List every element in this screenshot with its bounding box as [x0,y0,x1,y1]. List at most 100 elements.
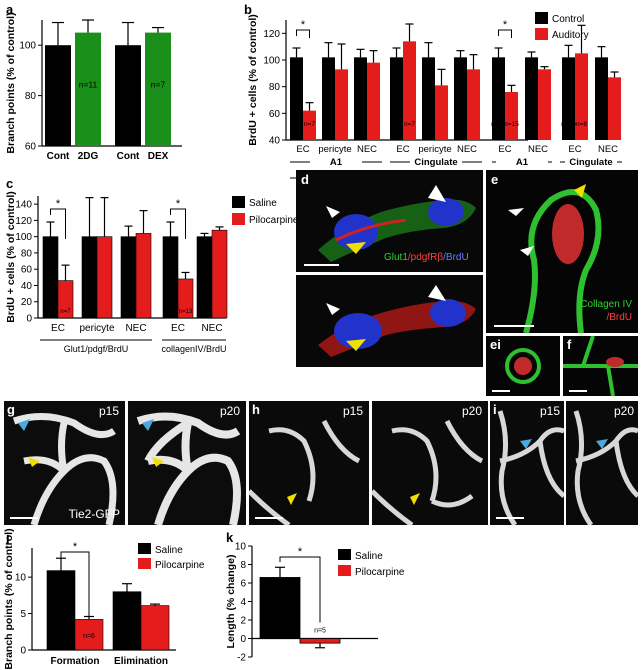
bar-saline [120,236,137,319]
scale-bar [496,517,524,519]
x-tick-label: NEC [598,144,618,155]
significance-star: * [73,541,78,553]
legend-label-pilocarpine: Pilocarpine [155,560,205,571]
y-tick-label: 120 [263,29,280,40]
significance-bracket [60,551,90,618]
y-tick-label: 120 [15,216,32,227]
legend-label-pilocarpine: Pilocarpine [249,215,299,226]
y-tick-label: 10 [235,542,247,553]
legend-swatch-saline [138,543,151,554]
micrograph-e: e Collagen IV /BrdU [486,170,638,333]
y-tick-label: 4 [240,597,246,608]
micrograph-f: f [563,336,638,396]
bar-pilocarpine [74,619,104,651]
n-label: n=7 [60,309,71,315]
scale-bar [10,517,38,519]
panel-letter-f: f [567,337,572,352]
panel-letter-h: h [252,402,260,417]
group-label: collagenIV/BrdU [161,344,226,354]
bar-auditory [303,110,316,140]
legend-swatch-pilocarpine [138,558,151,569]
stain-pdgf: /pdgfRβ [407,252,444,263]
bar-control [322,57,335,141]
n-label: n=7 [45,309,56,315]
stain-collagen: Collagen IV [580,299,632,310]
y-tick-label: 100 [15,232,32,243]
panel-letter-a: a [6,2,14,17]
y-tick-label: 0 [26,314,32,325]
region-label-bg [496,155,548,168]
panel-letter-c: c [6,176,14,191]
y-tick-label: 100 [19,41,36,52]
bar-auditory [403,41,416,141]
legend-swatch-pilocarpine [338,565,351,576]
legend-label-pilocarpine: Pilocarpine [355,567,405,578]
stain-label-e: Collagen IV /BrdU [580,298,632,324]
bar-control [525,57,538,141]
y-axis-label: Length (% change) [225,555,237,649]
micrograph-g1: g p15 Tie2-GFP [4,401,125,525]
x-tick-label: EC [51,323,65,334]
bar-control [492,57,505,141]
panel-letter-k: k [226,530,234,545]
x-tick-label: NEC [357,144,377,155]
bar-saline [81,236,98,319]
y-tick-label: 60 [21,265,33,276]
panel-letter-g: g [7,402,15,417]
x-tick-label: Cont [117,151,140,162]
significance-star: * [56,198,61,210]
group-label: Glut1/pdgf/BrdU [64,344,129,354]
y-tick-label: 60 [25,142,37,153]
legend-swatch-auditory [535,28,548,40]
n-label: n=16 [491,121,506,128]
significance-star: * [301,19,306,31]
y-axis-label: Branch points (% of control) [3,528,15,669]
panel-letter-j: j [6,530,10,545]
x-tick-label: Elimination [114,656,168,667]
y-tick-label: 20 [21,297,33,308]
y-tick-label: 140 [15,200,32,211]
bar-auditory [505,92,518,140]
bar-pilocarpine [96,236,113,319]
n-label: n=11 [79,80,98,90]
y-tick-label: 80 [25,91,37,102]
bar-control [454,57,467,141]
region-label-bg [310,155,362,168]
bar-control [354,57,367,141]
bar-pilocarpine [211,229,228,319]
significance-bracket [279,556,321,623]
age-i1: p15 [539,404,560,418]
y-tick-label: 6 [240,579,246,590]
y-tick-label: 8 [240,560,246,571]
bar-saline [112,591,142,651]
legend-swatch-control [535,12,548,24]
bar-control [422,57,435,141]
bar-saline [42,236,59,319]
n-label: n=7 [291,121,302,128]
bar-control [390,57,403,141]
bar [75,32,101,146]
bar-auditory [575,53,588,141]
bar [45,45,71,147]
legend-swatch-saline [338,549,351,560]
n-label: n=13 [179,309,193,315]
micrograph-h2: p20 [372,401,488,525]
bar-control [290,57,303,141]
bar-pilocarpine [299,638,341,644]
n-label: n=8 [576,121,587,128]
region-label: Cingulate [569,157,612,168]
y-tick-label: 60 [269,109,281,120]
bar-saline [259,577,301,639]
bar-auditory [608,77,621,140]
micrograph-i2: p20 [566,401,638,525]
significance-bracket [50,208,66,239]
significance-star: * [503,19,508,31]
x-tick-label: 2DG [78,151,99,162]
scale-bar [255,517,283,519]
x-tick-label: pericyte [418,144,451,155]
scale-bar [569,390,587,392]
scale-bar [304,264,339,266]
bar [115,45,141,147]
bar-auditory [367,62,380,140]
